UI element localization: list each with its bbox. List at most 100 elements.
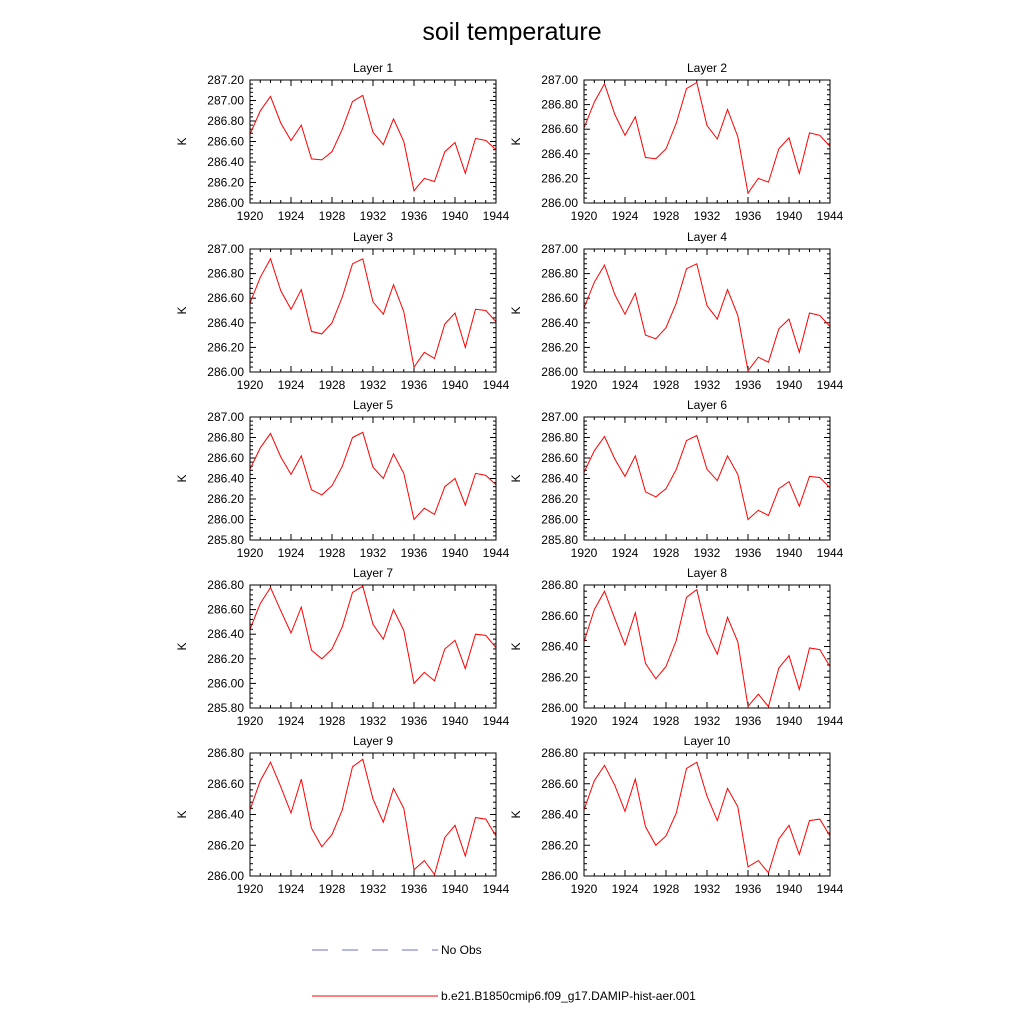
x-tick-label: 1928 [653,882,680,896]
x-tick-label: 1920 [237,209,264,223]
x-tick-label: 1936 [401,378,428,392]
panel-4: Layer 4 K 1920 1924 1928 1932 1936 1940 1944 286.… [509,230,844,392]
panel-5: Layer 5 K 1920 1924 1928 1932 1936 1940 1944 285.… [175,398,510,560]
y-tick-label: 286.60 [207,135,244,149]
panel-title: Layer 1 [353,61,393,75]
x-tick-label: 1932 [694,546,721,560]
y-tick-label: 286.40 [541,640,578,654]
panel-1: Layer 1 K 1920 1924 1928 1932 1936 1940 1944 286.… [175,61,510,223]
y-tick-label: 286.40 [541,316,578,330]
x-tick-label: 1932 [694,882,721,896]
y-tick-label: 287.00 [541,73,578,87]
x-tick-label: 1932 [360,378,387,392]
y-tick-label: 286.60 [207,291,244,305]
x-tick-label: 1940 [442,378,469,392]
x-tick-label: 1940 [442,209,469,223]
panel-8: Layer 8 K 1920 1924 1928 1932 1936 1940 1944 286.… [509,566,844,728]
x-tick-label: 1932 [360,546,387,560]
y-tick-label: 286.80 [541,267,578,281]
y-tick-label: 285.80 [207,701,244,715]
plot-frame [249,752,497,877]
x-tick-label: 1920 [237,378,264,392]
x-tick-label: 1924 [278,546,305,560]
y-tick-label: 286.80 [207,267,244,281]
y-tick-label: 286.00 [207,365,244,379]
y-tick-label: 286.60 [207,451,244,465]
panel-3: Layer 3 K 1920 1924 1928 1932 1936 1940 1944 286.… [175,230,510,392]
series-line [583,263,831,373]
y-tick-label: 286.40 [541,147,578,161]
series-line [583,434,831,521]
x-tick-label: 1920 [571,378,598,392]
x-tick-label: 1944 [483,209,510,223]
panel-title: Layer 4 [687,230,727,244]
x-tick-label: 1940 [442,714,469,728]
series-line [249,257,497,369]
y-axis-label: K [175,137,189,145]
x-tick-label: 1944 [817,546,844,560]
series-line [249,758,497,876]
plot-frame [583,584,831,709]
y-axis-label: K [509,474,523,482]
y-tick-label: 286.20 [541,171,578,185]
y-tick-label: 286.80 [541,431,578,445]
y-tick-label: 286.60 [541,609,578,623]
y-tick-label: 286.80 [207,431,244,445]
panel-title: Layer 3 [353,230,393,244]
y-tick-label: 286.40 [207,627,244,641]
y-tick-label: 286.20 [207,176,244,190]
y-tick-label: 286.20 [541,838,578,852]
y-tick-label: 286.00 [207,869,244,883]
x-tick-label: 1928 [319,378,346,392]
x-tick-label: 1932 [694,209,721,223]
x-tick-label: 1920 [237,882,264,896]
y-axis-label: K [175,474,189,482]
x-tick-label: 1944 [483,378,510,392]
x-tick-label: 1940 [442,546,469,560]
y-tick-label: 286.80 [541,98,578,112]
x-tick-label: 1944 [817,882,844,896]
y-tick-label: 286.80 [541,578,578,592]
x-tick-label: 1944 [483,882,510,896]
x-tick-label: 1928 [319,546,346,560]
x-tick-label: 1924 [278,882,305,896]
y-axis-label: K [175,306,189,314]
y-tick-label: 286.00 [541,869,578,883]
y-tick-label: 286.20 [541,340,578,354]
x-tick-label: 1944 [483,714,510,728]
y-tick-label: 287.00 [541,242,578,256]
x-tick-label: 1924 [612,714,639,728]
x-tick-label: 1932 [360,882,387,896]
x-tick-label: 1928 [319,209,346,223]
panels-grid: Layer 1 K 1920 1924 1928 1932 1936 1940 1944 286.… [175,61,844,896]
x-tick-label: 1936 [401,209,428,223]
y-tick-label: 286.80 [541,746,578,760]
y-tick-label: 286.20 [207,492,244,506]
panel-7: Layer 7 K 1920 1924 1928 1932 1936 1940 1944 285.… [175,566,510,728]
x-tick-label: 1920 [571,546,598,560]
y-tick-label: 286.40 [207,155,244,169]
y-tick-label: 286.20 [207,838,244,852]
x-tick-label: 1940 [776,882,803,896]
y-axis-label: K [509,137,523,145]
x-tick-label: 1940 [776,546,803,560]
y-axis-label: K [509,306,523,314]
y-tick-label: 286.40 [207,316,244,330]
y-tick-label: 286.00 [541,365,578,379]
y-tick-label: 286.60 [541,291,578,305]
x-tick-label: 1936 [735,546,762,560]
plot-frame [583,416,831,541]
x-tick-label: 1936 [401,714,428,728]
panel-title: Layer 9 [353,734,393,748]
x-tick-label: 1932 [360,714,387,728]
x-tick-label: 1940 [442,882,469,896]
y-tick-label: 286.00 [541,701,578,715]
y-axis-label: K [509,810,523,818]
series-line [583,588,831,708]
x-tick-label: 1932 [360,209,387,223]
y-tick-label: 286.40 [541,472,578,486]
y-tick-label: 287.00 [207,242,244,256]
panel-title: Layer 8 [687,566,727,580]
panel-9: Layer 9 K 1920 1924 1928 1932 1936 1940 1944 286.… [175,734,510,896]
